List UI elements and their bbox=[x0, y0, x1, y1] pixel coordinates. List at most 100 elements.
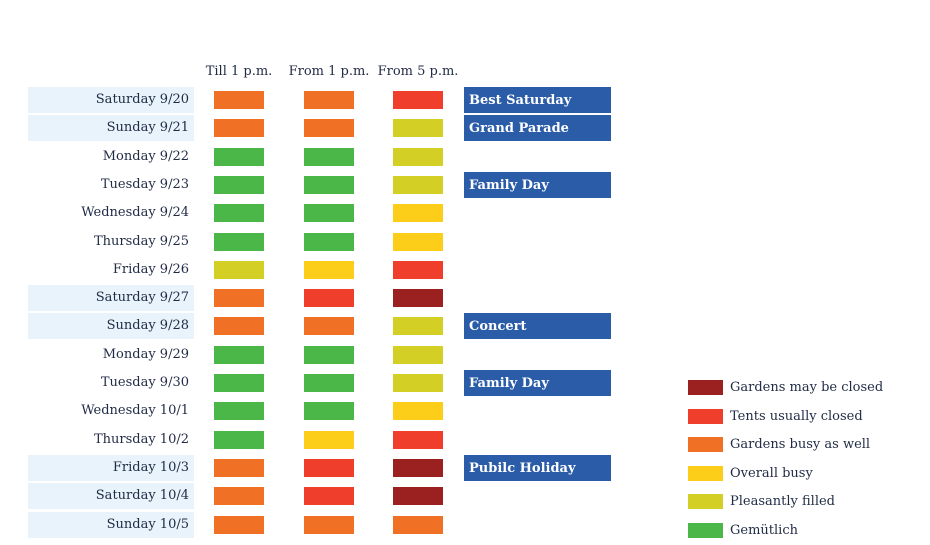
busyness-cell-busy bbox=[304, 119, 354, 137]
busyness-cell-busy bbox=[214, 487, 264, 505]
schedule-row: Saturday 9/20 Best Saturday bbox=[0, 87, 930, 113]
busyness-cell-gemutlich bbox=[214, 233, 264, 251]
busyness-cell-gemutlich bbox=[214, 402, 264, 420]
legend-label: Gardens busy as well bbox=[730, 437, 871, 453]
legend-item-closed: Gardens may be closed bbox=[688, 378, 928, 398]
legend-swatch bbox=[688, 465, 723, 481]
legend-label: Overall busy bbox=[730, 465, 813, 481]
row-date-label: Sunday 9/28 bbox=[106, 318, 189, 333]
busyness-cell-busy bbox=[214, 289, 264, 307]
schedule-row: Monday 9/22 bbox=[0, 144, 930, 170]
row-date-label: Tuesday 9/30 bbox=[100, 375, 189, 390]
schedule-row: Sunday 10/5 bbox=[0, 512, 930, 538]
row-date-label: Thursday 9/25 bbox=[93, 234, 189, 249]
busyness-cell-overall bbox=[393, 204, 443, 222]
column-header: From 1 p.m. bbox=[288, 64, 370, 79]
schedule-row: Sunday 9/28 Concert bbox=[0, 313, 930, 339]
row-date-label: Wednesday 9/24 bbox=[81, 205, 189, 220]
busyness-cell-busy bbox=[304, 317, 354, 335]
busyness-cell-pleasant bbox=[393, 346, 443, 364]
column-header: Till 1 p.m. bbox=[205, 64, 273, 79]
row-date-label: Monday 9/22 bbox=[102, 149, 189, 164]
legend-label: Tents usually closed bbox=[730, 408, 863, 424]
busyness-cell-busy bbox=[214, 91, 264, 109]
busyness-cell-pleasant bbox=[393, 119, 443, 137]
legend-item-tents: Tents usually closed bbox=[688, 407, 928, 427]
busyness-cell-gemutlich bbox=[214, 148, 264, 166]
row-date-label: Friday 10/3 bbox=[112, 460, 189, 475]
busyness-cell-gemutlich bbox=[304, 204, 354, 222]
row-date-label: Sunday 9/21 bbox=[106, 120, 189, 135]
event-banner: Best Saturday bbox=[464, 87, 611, 113]
busyness-cell-overall bbox=[393, 233, 443, 251]
schedule-row: Thursday 9/25 bbox=[0, 229, 930, 255]
row-date-label: Saturday 9/20 bbox=[95, 92, 189, 107]
busyness-cell-gemutlich bbox=[304, 148, 354, 166]
schedule-row: Saturday 9/27 bbox=[0, 285, 930, 311]
row-date-label: Tuesday 9/23 bbox=[100, 177, 189, 192]
legend-swatch bbox=[688, 380, 723, 395]
schedule-row: Wednesday 10/1 bbox=[0, 398, 930, 424]
busyness-cell-tents bbox=[304, 289, 354, 307]
busyness-cell-gemutlich bbox=[214, 176, 264, 194]
event-banner: Family Day bbox=[464, 370, 611, 396]
event-banner: Pubilc Holiday bbox=[464, 455, 611, 481]
schedule-row: Thursday 10/2 bbox=[0, 427, 930, 453]
busyness-cell-gemutlich bbox=[214, 374, 264, 392]
busyness-cell-closed bbox=[393, 487, 443, 505]
schedule-row: Sunday 9/21 Grand Parade bbox=[0, 115, 930, 141]
schedule-row: Monday 9/29 bbox=[0, 342, 930, 368]
event-banner: Family Day bbox=[464, 172, 611, 198]
busyness-cell-overall bbox=[304, 431, 354, 449]
weekend-row-shading bbox=[28, 313, 194, 339]
busyness-cell-tents bbox=[304, 487, 354, 505]
busyness-cell-closed bbox=[393, 289, 443, 307]
weekend-row-shading bbox=[28, 115, 194, 141]
busyness-cell-pleasant bbox=[393, 374, 443, 392]
column-header: From 5 p.m. bbox=[377, 64, 459, 79]
busyness-cell-overall bbox=[304, 261, 354, 279]
row-date-label: Saturday 9/27 bbox=[95, 290, 189, 305]
busyness-cell-tents bbox=[304, 459, 354, 477]
busyness-cell-overall bbox=[393, 402, 443, 420]
schedule-row: Tuesday 9/23 Family Day bbox=[0, 172, 930, 198]
busyness-cell-gemutlich bbox=[304, 233, 354, 251]
busyness-cell-busy bbox=[304, 516, 354, 534]
legend-label: Gemütlich bbox=[730, 523, 798, 538]
row-date-label: Thursday 10/2 bbox=[93, 432, 189, 447]
busyness-cell-gemutlich bbox=[214, 204, 264, 222]
legend-label: Gardens may be closed bbox=[730, 380, 884, 395]
busyness-cell-tents bbox=[393, 431, 443, 449]
busyness-cell-pleasant bbox=[393, 148, 443, 166]
busyness-cell-gemutlich bbox=[304, 176, 354, 194]
busyness-cell-pleasant bbox=[393, 176, 443, 194]
weekend-row-shading bbox=[28, 455, 194, 481]
busyness-cell-busy bbox=[214, 516, 264, 534]
busyness-cell-busy bbox=[393, 516, 443, 534]
busyness-cell-pleasant bbox=[393, 317, 443, 335]
busyness-cell-busy bbox=[304, 91, 354, 109]
legend-item-overall: Overall busy bbox=[688, 464, 928, 484]
busyness-cell-gemutlich bbox=[304, 402, 354, 420]
weekend-row-shading bbox=[28, 285, 194, 311]
row-date-label: Wednesday 10/1 bbox=[81, 403, 189, 418]
row-date-label: Sunday 10/5 bbox=[106, 517, 189, 532]
busyness-cell-tents bbox=[393, 261, 443, 279]
row-date-label: Friday 9/26 bbox=[112, 262, 189, 277]
event-banner: Concert bbox=[464, 313, 611, 339]
weekend-row-shading bbox=[28, 483, 194, 509]
schedule-row: Wednesday 9/24 bbox=[0, 200, 930, 226]
legend-swatch bbox=[688, 408, 723, 424]
legend-swatch bbox=[688, 523, 723, 538]
schedule-row: Friday 10/3 Pubilc Holiday bbox=[0, 455, 930, 481]
schedule-row: Friday 9/26 bbox=[0, 257, 930, 283]
legend-label: Pleasantly filled bbox=[730, 494, 836, 510]
legend-swatch bbox=[688, 494, 723, 510]
busyness-cell-gemutlich bbox=[214, 346, 264, 364]
legend-item-busy: Gardens busy as well bbox=[688, 435, 928, 455]
busyness-cell-busy bbox=[214, 119, 264, 137]
busyness-cell-busy bbox=[214, 317, 264, 335]
busyness-cell-busy bbox=[214, 459, 264, 477]
legend-swatch bbox=[688, 437, 723, 453]
weekend-row-shading bbox=[28, 512, 194, 538]
